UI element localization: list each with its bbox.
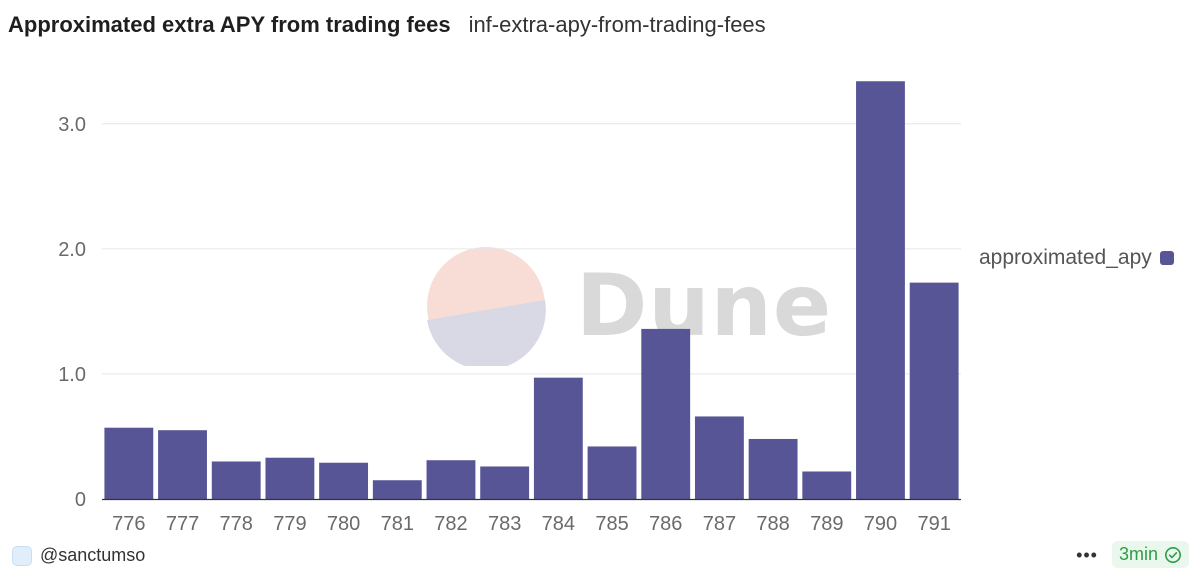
x-tick-label: 782 [434, 513, 467, 535]
x-tick-label: 784 [542, 513, 575, 535]
bar[interactable] [426, 460, 476, 499]
x-tick-label: 790 [864, 513, 897, 535]
bar[interactable] [480, 466, 530, 499]
x-tick-label: 777 [166, 513, 199, 535]
y-axis-ticks: 0 1.0 2.0 3.0 [58, 114, 86, 511]
refresh-badge[interactable]: 3min [1111, 541, 1189, 568]
bar[interactable] [104, 427, 154, 499]
x-tick-label: 779 [273, 513, 306, 535]
bar[interactable] [856, 81, 905, 500]
bars [104, 81, 959, 500]
bar[interactable] [909, 282, 959, 499]
more-horizontal-icon[interactable]: ••• [1076, 544, 1098, 565]
x-tick-label: 787 [703, 513, 736, 535]
x-tick-label: 783 [488, 513, 521, 535]
x-tick-label: 791 [917, 513, 950, 535]
chart-title: Approximated extra APY from trading fees [8, 12, 451, 37]
x-tick-label: 780 [327, 513, 360, 535]
x-tick-label: 781 [381, 513, 414, 535]
y-tick-label: 3.0 [58, 114, 86, 136]
dune-watermark: Dune [426, 246, 832, 366]
legend-swatch [1159, 251, 1174, 265]
legend-label: approximated_apy [979, 246, 1152, 269]
bar[interactable] [802, 471, 852, 499]
bar[interactable] [694, 416, 744, 499]
x-tick-label: 776 [112, 513, 145, 535]
x-tick-label: 778 [220, 513, 253, 535]
x-tick-label: 788 [756, 513, 789, 535]
gridlines [102, 123, 961, 375]
refresh-badge-label: 3min [1118, 544, 1158, 564]
footer-actions: ••• 3min [1076, 541, 1189, 568]
bar[interactable] [533, 377, 583, 499]
query-name: inf-extra-apy-from-trading-fees [468, 12, 766, 37]
avatar [12, 545, 32, 566]
bar[interactable] [587, 446, 637, 499]
y-tick-label: 1.0 [58, 364, 86, 386]
bar[interactable] [319, 462, 369, 499]
check-circle-icon [1165, 546, 1181, 563]
bar[interactable] [158, 430, 207, 499]
y-tick-label: 0 [75, 489, 86, 511]
x-axis-ticks: 776 777 778 779 780 781 782 783 784 785 786 787 788 7… [112, 513, 951, 535]
legend[interactable]: approximated_apy [979, 246, 1189, 270]
author-handle[interactable]: @sanctumso [40, 545, 146, 565]
bar[interactable] [748, 438, 798, 499]
dune-logo-icon [427, 247, 546, 366]
bar[interactable] [372, 480, 422, 499]
x-tick-label: 785 [595, 513, 628, 535]
x-tick-label: 786 [649, 513, 682, 535]
footer-author[interactable]: @sanctumso [12, 545, 145, 566]
bar[interactable] [641, 328, 691, 499]
x-tick-label: 789 [810, 513, 843, 535]
bar[interactable] [211, 461, 261, 499]
chart-header: Approximated extra APY from trading fees… [8, 12, 766, 44]
bar[interactable] [265, 457, 315, 499]
y-tick-label: 2.0 [58, 239, 86, 261]
watermark-text: Dune [576, 256, 833, 356]
